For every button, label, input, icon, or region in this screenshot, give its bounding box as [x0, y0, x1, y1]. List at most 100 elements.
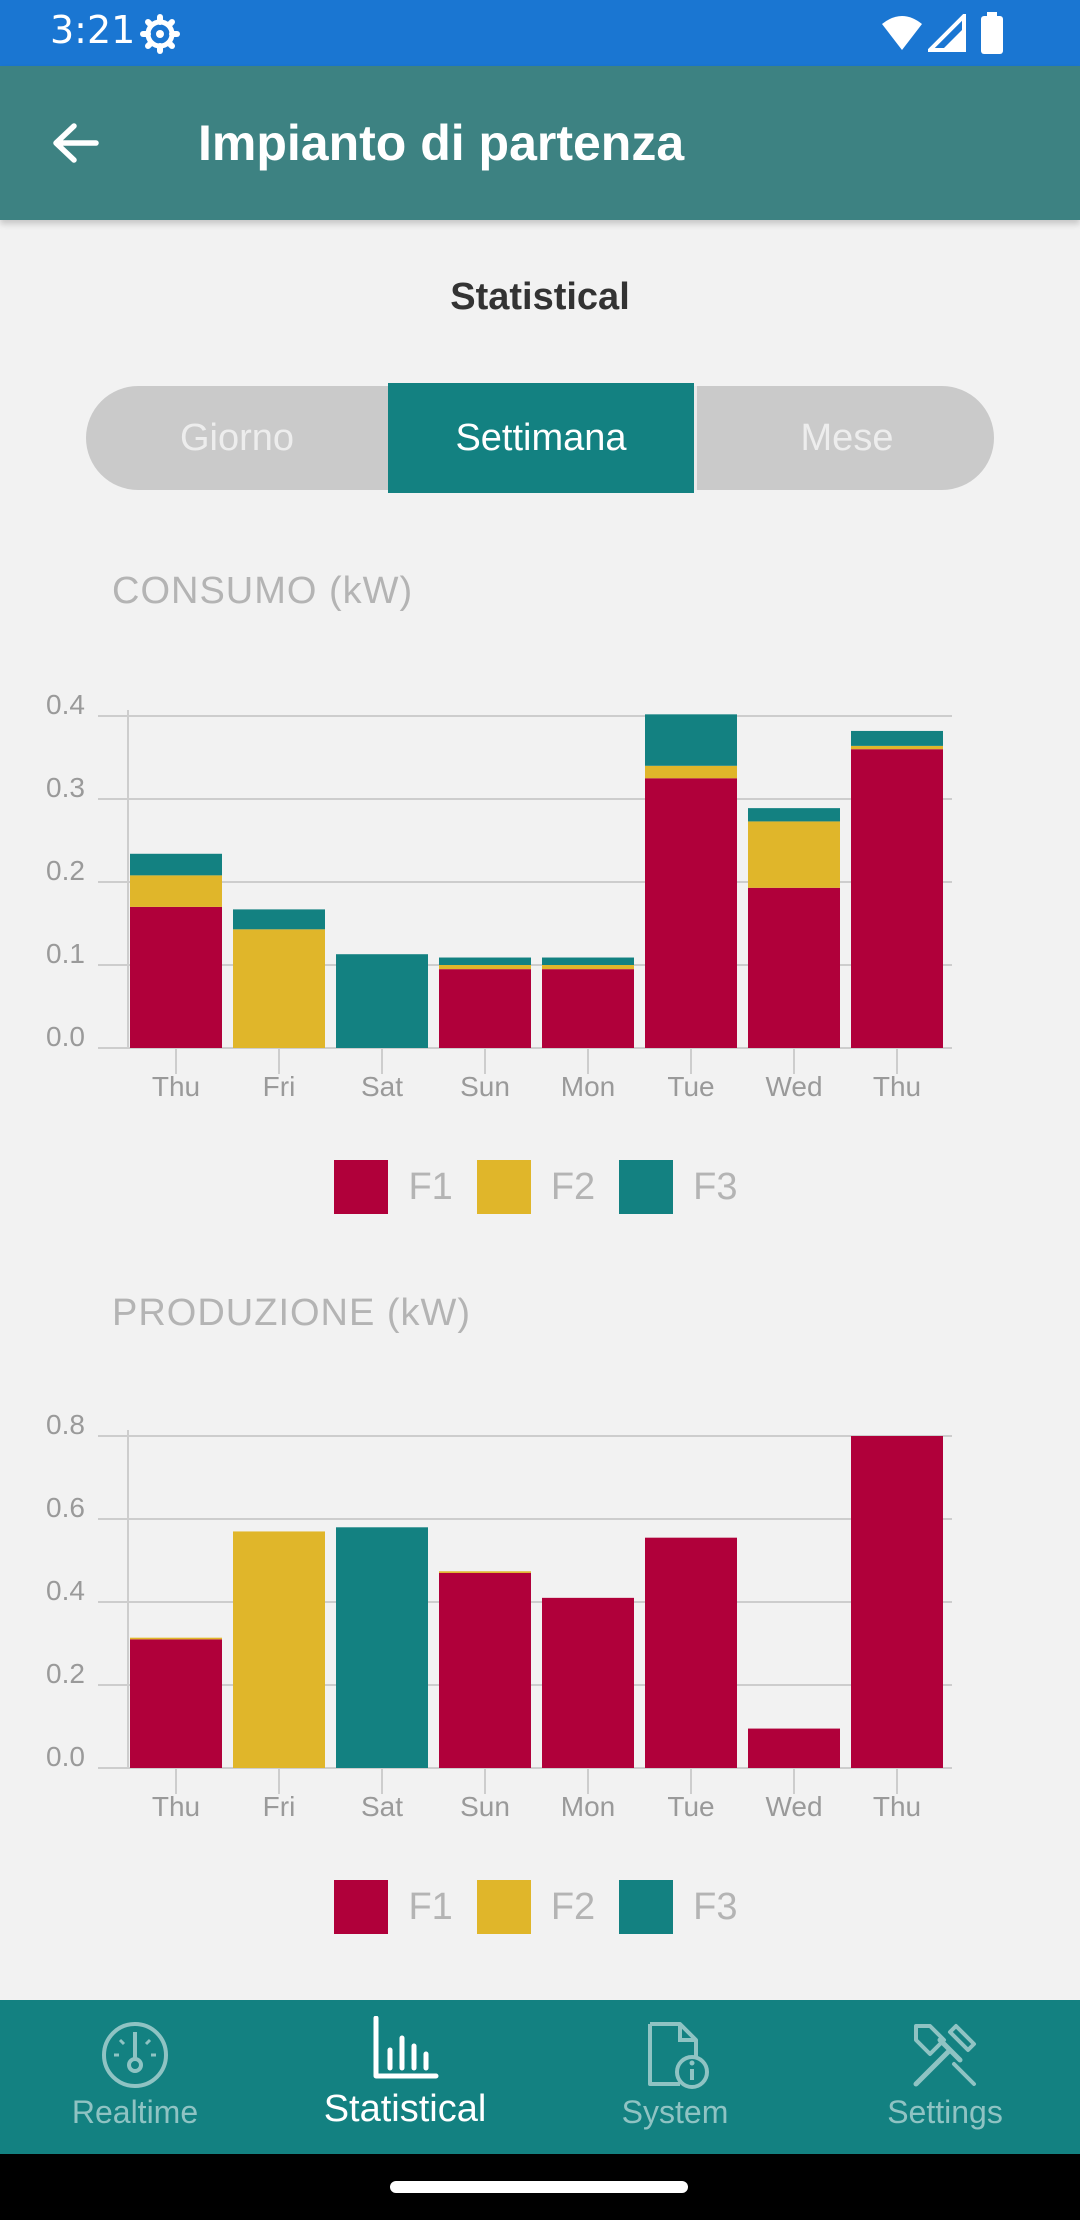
legend-swatch-f1 — [334, 1880, 389, 1934]
bar-f2-fri — [233, 1531, 325, 1768]
page-title: Impianto di partenza — [198, 115, 685, 171]
bar-f3-tue — [645, 714, 737, 766]
legend-swatch-f2 — [476, 1160, 531, 1214]
nav-realtime[interactable]: Realtime — [0, 2000, 270, 2154]
arrow-back-icon[interactable] — [50, 118, 100, 168]
legend-label-f2: F2 — [550, 1165, 596, 1208]
nav-label-settings: Settings — [887, 2094, 1003, 2130]
bar-f3-sat — [336, 954, 428, 1048]
y-tick-label: 0.4 — [46, 1575, 85, 1606]
bar-f3-wed — [748, 808, 840, 822]
y-tick-label: 0.2 — [46, 855, 85, 886]
bar-f1-thu — [130, 906, 222, 1048]
legend-label-f3: F3 — [693, 1165, 738, 1208]
bar-f1-mon — [542, 1597, 634, 1768]
x-tick-label: Sat — [361, 1791, 403, 1822]
bar-f2-thu — [851, 745, 943, 750]
consumo-chart-title: CONSUMO (kW) — [112, 570, 414, 612]
nav-statistical[interactable]: Statistical — [270, 2000, 540, 2154]
bar-f2-thu — [130, 1637, 222, 1640]
y-tick-label: 0.2 — [46, 1658, 85, 1689]
bar-chart-icon — [373, 2016, 439, 2079]
bottom-navigation: Realtime Statistical System Settings — [0, 2000, 1080, 2154]
battery-icon — [981, 12, 1003, 54]
status-bar: 3:21 — [0, 0, 1080, 66]
bar-f1-tue — [645, 1537, 737, 1768]
gauge-icon — [102, 2022, 168, 2088]
bar-f3-thu — [851, 730, 943, 746]
bar-f3-mon — [542, 957, 634, 965]
x-tick-label: Wed — [765, 1071, 822, 1102]
bar-f1-thu — [851, 1436, 943, 1768]
consumo-legend: F1 F2 F3 — [0, 1160, 1080, 1214]
nav-settings[interactable]: Settings — [810, 2000, 1080, 2154]
tab-settimana[interactable]: Settimana — [388, 383, 694, 493]
produzione-legend: F1 F2 F3 — [0, 1880, 1080, 1934]
y-tick-label: 0.1 — [46, 938, 85, 969]
legend-item-f2: F2 — [476, 1160, 603, 1214]
bar-f3-sun — [439, 957, 531, 965]
x-tick-label: Tue — [667, 1791, 714, 1822]
y-tick-label: 0.4 — [46, 689, 85, 720]
legend-item-f2: F2 — [476, 1880, 603, 1934]
y-tick-label: 0.0 — [46, 1741, 85, 1772]
bar-f1-thu — [851, 749, 943, 1048]
nav-label-statistical: Statistical — [323, 2088, 487, 2130]
tools-icon — [913, 2024, 976, 2087]
x-tick-label: Fri — [263, 1791, 296, 1822]
x-tick-label: Wed — [765, 1791, 822, 1822]
legend-item-f1: F1 — [334, 1880, 460, 1934]
period-segmented-control: Giorno Settimana Mese — [86, 383, 997, 493]
bar-f3-thu — [130, 853, 222, 876]
bar-f1-tue — [645, 778, 737, 1048]
x-tick-label: Sun — [460, 1791, 510, 1822]
consumo-chart: 0.0 0.1 0.2 0.3 0.4 Thu Fri Sat Sun Mon Tue Wed Thu — [46, 689, 952, 1102]
y-tick-label: 0.8 — [46, 1409, 85, 1440]
x-tick-label: Mon — [561, 1791, 615, 1822]
bar-f2-thu — [130, 875, 222, 907]
x-tick-label: Thu — [152, 1071, 200, 1102]
produzione-chart: 0.0 0.2 0.4 0.6 0.8 Thu Fri Sat Sun Mon Tue Wed Thu — [46, 1409, 952, 1822]
nav-label-system: System — [621, 2094, 729, 2130]
legend-label-f1: F1 — [408, 1165, 453, 1208]
bar-f1-mon — [542, 969, 634, 1048]
legend-item-f3: F3 — [619, 1880, 745, 1934]
nav-system[interactable]: System — [540, 2000, 810, 2154]
x-tick-label: Fri — [263, 1071, 296, 1102]
legend-label-f3: F3 — [693, 1885, 738, 1928]
bar-f2-wed — [748, 821, 840, 888]
app-bar: Impianto di partenza — [0, 66, 1080, 220]
bar-f2-tue — [645, 765, 737, 779]
legend-swatch-f1 — [334, 1160, 389, 1214]
legend-item-f1: F1 — [334, 1160, 460, 1214]
bar-f1-wed — [748, 1728, 840, 1768]
settings-gear-icon — [140, 14, 180, 54]
x-tick-label: Tue — [667, 1071, 714, 1102]
x-tick-label: Thu — [873, 1071, 921, 1102]
status-time: 3:21 — [50, 8, 136, 52]
legend-item-f3: F3 — [619, 1160, 745, 1214]
bar-f2-mon — [542, 965, 634, 970]
x-tick-label: Thu — [152, 1791, 200, 1822]
x-tick-label: Mon — [561, 1071, 615, 1102]
y-tick-label: 0.3 — [46, 772, 85, 803]
bar-f3-fri — [233, 909, 325, 930]
legend-label-f2: F2 — [550, 1885, 596, 1928]
bar-f1-sun — [439, 1572, 531, 1768]
tab-giorno[interactable]: Giorno — [179, 416, 295, 459]
nav-label-realtime: Realtime — [71, 2094, 199, 2130]
bar-f2-sun — [439, 1571, 531, 1573]
y-tick-label: 0.6 — [46, 1492, 85, 1523]
produzione-chart-title: PRODUZIONE (kW) — [112, 1292, 472, 1334]
home-gesture-handle[interactable] — [390, 2181, 688, 2193]
legend-swatch-f3 — [619, 1880, 674, 1934]
tab-mese[interactable]: Mese — [694, 386, 997, 490]
x-tick-label: Thu — [873, 1791, 921, 1822]
bar-f3-sat — [336, 1527, 428, 1768]
bar-f2-fri — [233, 929, 325, 1048]
bar-f2-sun — [439, 965, 531, 970]
document-info-icon — [648, 2022, 709, 2089]
legend-swatch-f2 — [476, 1880, 531, 1934]
bar-f1-wed — [748, 887, 840, 1048]
section-title: Statistical — [450, 276, 630, 318]
